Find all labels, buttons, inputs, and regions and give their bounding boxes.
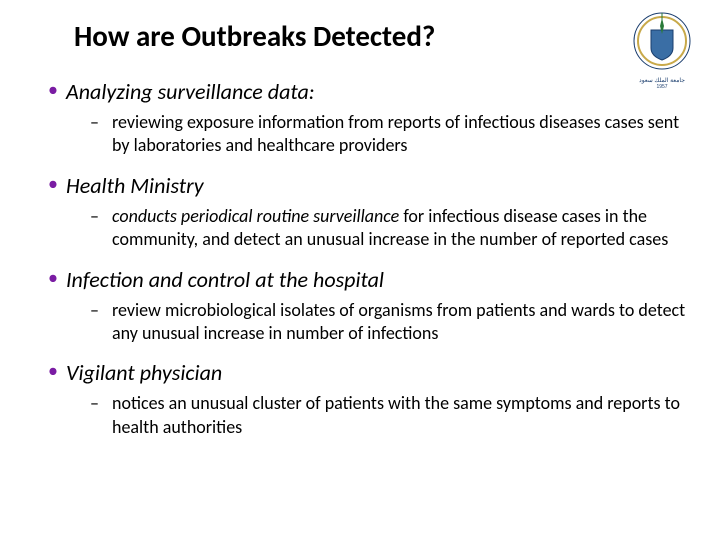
sub-list: – review microbiological isolates of org… <box>48 299 697 346</box>
bullet-icon: • <box>48 172 66 196</box>
item-heading: Analyzing surveillance data: <box>66 78 315 105</box>
svg-text:جامعة الملك سعود: جامعة الملك سعود <box>639 77 685 84</box>
svg-text:1957: 1957 <box>656 84 667 90</box>
item-heading: Infection and control at the hospital <box>66 266 384 293</box>
dash-icon: – <box>90 299 112 321</box>
sub-list: – conducts periodical routine surveillan… <box>48 205 697 252</box>
sub-item-text: conducts periodical routine surveillance… <box>112 205 697 252</box>
sub-list-item: – review microbiological isolates of org… <box>90 299 697 346</box>
item-heading: Vigilant physician <box>66 359 222 386</box>
dash-icon: – <box>90 392 112 414</box>
dash-icon: – <box>90 205 112 227</box>
bullet-icon: • <box>48 78 66 102</box>
item-heading: Health Ministry <box>66 172 204 199</box>
list-item: •Health Ministry – conducts periodical r… <box>48 172 697 252</box>
university-logo: جامعة الملك سعود 1957 <box>627 8 697 90</box>
sub-list-item: – notices an unusual cluster of patients… <box>90 392 697 439</box>
list-item: •Infection and control at the hospital –… <box>48 266 697 346</box>
slide-title: How are Outbreaks Detected? <box>74 18 697 54</box>
sub-list: – reviewing exposure information from re… <box>48 111 697 158</box>
bullet-icon: • <box>48 266 66 290</box>
sub-list: – notices an unusual cluster of patients… <box>48 392 697 439</box>
sub-list-item: – reviewing exposure information from re… <box>90 111 697 158</box>
sub-item-text: reviewing exposure information from repo… <box>112 111 697 158</box>
list-item: •Analyzing surveillance data: – reviewin… <box>48 78 697 158</box>
main-list: •Analyzing surveillance data: – reviewin… <box>30 78 697 439</box>
sub-item-text: review microbiological isolates of organ… <box>112 299 697 346</box>
list-item: •Vigilant physician – notices an unusual… <box>48 359 697 439</box>
dash-icon: – <box>90 111 112 133</box>
bullet-icon: • <box>48 359 66 383</box>
sub-item-text: notices an unusual cluster of patients w… <box>112 392 697 439</box>
sub-list-item: – conducts periodical routine surveillan… <box>90 205 697 252</box>
